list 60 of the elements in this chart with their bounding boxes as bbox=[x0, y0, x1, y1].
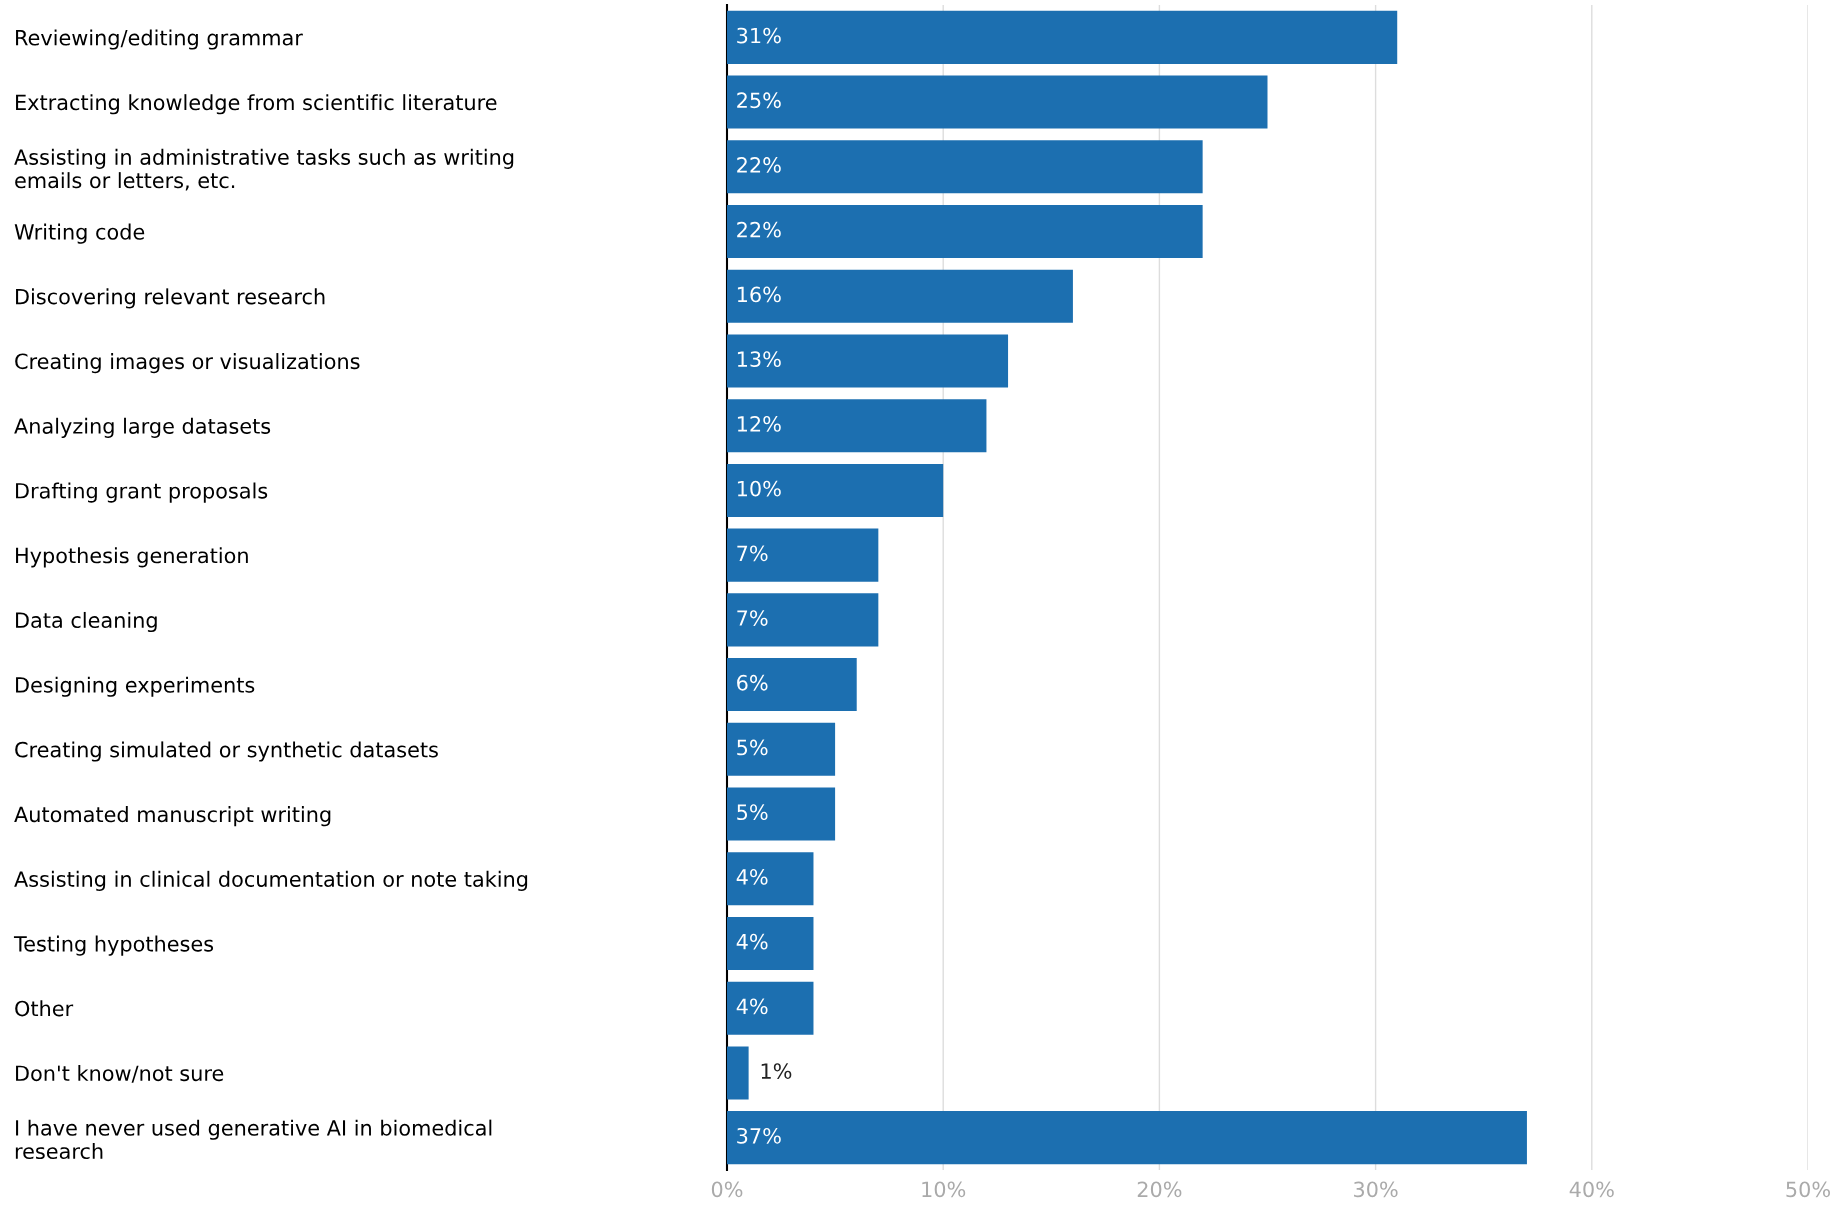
x-tick-label: 50% bbox=[1786, 1181, 1830, 1198]
data-label: 4% bbox=[736, 933, 768, 950]
y-tick-label: Creating images or visualizations bbox=[15, 353, 360, 374]
y-tick-label: Discovering relevant research bbox=[16, 288, 325, 309]
data-label: 7% bbox=[737, 545, 768, 562]
bar bbox=[727, 852, 814, 906]
y-tick-label: Reviewing/editing grammar bbox=[16, 29, 303, 50]
y-tick-label: Drafting grant proposals bbox=[16, 482, 268, 503]
bar bbox=[727, 1046, 749, 1100]
bar bbox=[727, 981, 814, 1035]
bar bbox=[727, 787, 836, 841]
y-tick-label: Assisting in administrative tasks such as writing emails or letters, etc. bbox=[14, 148, 514, 191]
data-label: 6% bbox=[737, 674, 768, 691]
bar bbox=[727, 593, 879, 647]
bar bbox=[727, 399, 987, 453]
data-label: 1% bbox=[761, 1063, 792, 1079]
data-label: 12% bbox=[737, 415, 781, 432]
data-label: 10% bbox=[737, 480, 781, 497]
data-label: 37% bbox=[737, 1127, 781, 1144]
y-tick-label: Automated manuscript writing bbox=[14, 806, 331, 827]
data-label: 13% bbox=[737, 351, 781, 368]
bar bbox=[727, 204, 1203, 259]
y-tick-label: Hypothesis generation bbox=[16, 547, 248, 568]
data-label: 4% bbox=[736, 998, 768, 1015]
bar bbox=[727, 269, 1073, 323]
data-label: 5% bbox=[737, 804, 768, 821]
bar bbox=[727, 463, 944, 517]
x-tick-label: 30% bbox=[1354, 1181, 1398, 1198]
bar bbox=[727, 1111, 1527, 1165]
y-tick-label: Analyzing large datasets bbox=[14, 417, 271, 438]
y-tick-label: Other bbox=[15, 1000, 74, 1017]
bar bbox=[727, 75, 1268, 129]
x-tick-label: 0% bbox=[711, 1181, 743, 1198]
bar bbox=[727, 334, 1009, 388]
data-label: 31% bbox=[737, 27, 781, 44]
data-label: 22% bbox=[737, 157, 781, 173]
bar bbox=[727, 722, 836, 776]
data-label: 5% bbox=[737, 739, 768, 756]
y-tick-label: Writing code bbox=[14, 223, 145, 244]
x-tick-label: 20% bbox=[1137, 1181, 1182, 1198]
data-label: 16% bbox=[737, 286, 781, 303]
y-tick-label: Don't know/not sure bbox=[16, 1065, 224, 1083]
y-tick-label: I have never used generative AI in biomedical research bbox=[15, 1119, 492, 1160]
y-tick-label: Extracting knowledge from scientific literature bbox=[16, 94, 497, 115]
x-tick-label: 10% bbox=[922, 1181, 966, 1198]
bar bbox=[727, 658, 857, 712]
bar bbox=[727, 140, 1203, 194]
y-tick-label: Assisting in clinical documentation or note taking bbox=[14, 870, 528, 891]
data-label: 25% bbox=[737, 92, 781, 109]
y-tick-label: Designing experiments bbox=[16, 676, 255, 697]
y-tick-label: Testing hypotheses bbox=[13, 935, 214, 956]
data-label: 7% bbox=[737, 610, 768, 626]
bar bbox=[727, 528, 879, 582]
x-tick-label: 40% bbox=[1569, 1181, 1614, 1198]
data-label: 4% bbox=[736, 869, 768, 885]
y-tick-label: Data cleaning bbox=[16, 611, 157, 633]
bar bbox=[727, 10, 1398, 64]
data-label: 22% bbox=[737, 221, 781, 238]
bar bbox=[727, 916, 814, 971]
y-tick-label: Creating simulated or synthetic datasets bbox=[15, 741, 438, 762]
